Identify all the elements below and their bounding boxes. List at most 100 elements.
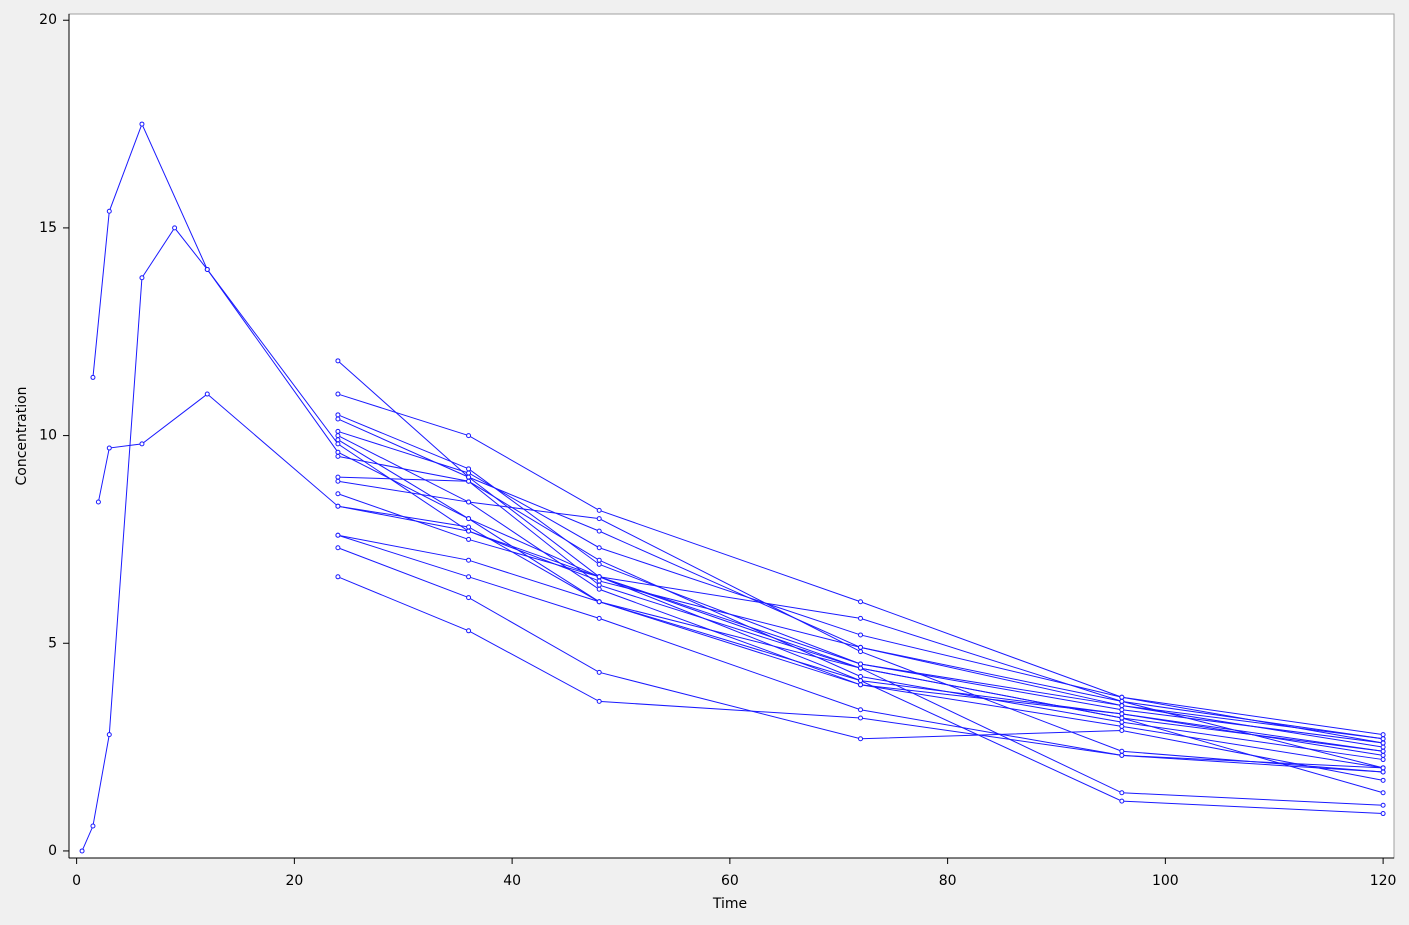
data-point bbox=[1119, 727, 1125, 733]
y-tick-label: 10 bbox=[39, 428, 57, 444]
data-point bbox=[596, 586, 602, 592]
data-point bbox=[858, 615, 864, 621]
data-point bbox=[1119, 715, 1125, 721]
series-line bbox=[337, 547, 1384, 781]
data-point bbox=[1380, 757, 1386, 763]
data-point bbox=[139, 441, 145, 447]
data-point bbox=[466, 524, 472, 530]
series-line bbox=[337, 576, 1384, 769]
data-point bbox=[466, 433, 472, 439]
data-point bbox=[1119, 707, 1125, 713]
x-tick-label: 120 bbox=[1370, 873, 1397, 889]
data-point bbox=[1119, 790, 1125, 796]
data-point bbox=[1380, 740, 1386, 746]
data-point bbox=[335, 437, 341, 443]
data-point bbox=[466, 470, 472, 476]
data-point bbox=[1119, 703, 1125, 709]
y-tick-label: 5 bbox=[48, 635, 57, 651]
series-line bbox=[337, 393, 1384, 736]
y-axis-label: Concentration bbox=[14, 386, 30, 485]
series-line bbox=[97, 393, 1384, 740]
data-point bbox=[1380, 802, 1386, 808]
series-line bbox=[337, 534, 1384, 773]
data-point bbox=[79, 848, 85, 854]
data-point bbox=[335, 391, 341, 397]
data-point bbox=[596, 545, 602, 551]
data-point bbox=[1380, 748, 1386, 754]
data-point bbox=[204, 266, 210, 272]
y-tick-label: 15 bbox=[39, 220, 57, 236]
data-point bbox=[1119, 748, 1125, 754]
data-point bbox=[335, 428, 341, 434]
data-point bbox=[1119, 752, 1125, 758]
x-tick-label: 40 bbox=[503, 873, 521, 889]
data-point bbox=[1380, 744, 1386, 750]
data-point bbox=[596, 561, 602, 567]
data-point bbox=[139, 121, 145, 127]
data-point bbox=[1119, 698, 1125, 704]
data-point bbox=[335, 503, 341, 509]
data-point bbox=[596, 669, 602, 675]
data-point bbox=[335, 532, 341, 538]
data-point bbox=[1380, 811, 1386, 817]
data-point bbox=[858, 665, 864, 671]
data-point bbox=[858, 673, 864, 679]
x-tick-label: 20 bbox=[285, 873, 303, 889]
data-point bbox=[466, 474, 472, 480]
series-line bbox=[92, 122, 1384, 744]
data-point bbox=[466, 557, 472, 563]
series-line bbox=[337, 414, 1384, 740]
data-point bbox=[858, 678, 864, 684]
data-point bbox=[335, 574, 341, 580]
data-point bbox=[1380, 736, 1386, 742]
data-point bbox=[596, 698, 602, 704]
data-point bbox=[1380, 732, 1386, 738]
data-point bbox=[466, 478, 472, 484]
series-line bbox=[337, 493, 1384, 769]
data-point bbox=[204, 391, 210, 397]
data-point bbox=[335, 416, 341, 422]
data-point bbox=[466, 528, 472, 534]
data-point bbox=[95, 499, 101, 505]
y-tick-label: 20 bbox=[39, 12, 57, 28]
data-point bbox=[596, 615, 602, 621]
series-line bbox=[337, 534, 1384, 794]
data-point bbox=[858, 649, 864, 655]
data-point bbox=[858, 736, 864, 742]
plot-area bbox=[68, 13, 1395, 859]
data-point bbox=[858, 644, 864, 650]
data-point bbox=[596, 574, 602, 580]
data-point bbox=[466, 595, 472, 601]
data-point bbox=[1119, 694, 1125, 700]
data-point bbox=[1380, 765, 1386, 771]
series-line bbox=[337, 455, 1384, 761]
data-point bbox=[1380, 790, 1386, 796]
y-tick-label: 0 bbox=[48, 843, 57, 859]
data-point bbox=[335, 474, 341, 480]
data-point bbox=[335, 491, 341, 497]
data-point bbox=[466, 574, 472, 580]
data-point bbox=[90, 374, 96, 380]
data-point bbox=[858, 707, 864, 713]
data-point bbox=[596, 557, 602, 563]
data-point bbox=[106, 208, 112, 214]
data-point bbox=[335, 441, 341, 447]
x-tick-label: 0 bbox=[72, 873, 81, 889]
data-point bbox=[335, 358, 341, 364]
x-tick-label: 80 bbox=[939, 873, 957, 889]
data-point bbox=[335, 478, 341, 484]
data-point bbox=[466, 628, 472, 634]
x-axis-label: Time bbox=[712, 896, 747, 912]
series-line bbox=[337, 430, 1384, 744]
data-point bbox=[1119, 723, 1125, 729]
data-point bbox=[466, 516, 472, 522]
data-point bbox=[106, 445, 112, 451]
data-point bbox=[139, 275, 145, 281]
data-point bbox=[335, 545, 341, 551]
data-point bbox=[858, 599, 864, 605]
data-point bbox=[106, 732, 112, 738]
data-point bbox=[335, 433, 341, 439]
x-tick-label: 60 bbox=[721, 873, 739, 889]
series-line bbox=[337, 476, 1384, 806]
